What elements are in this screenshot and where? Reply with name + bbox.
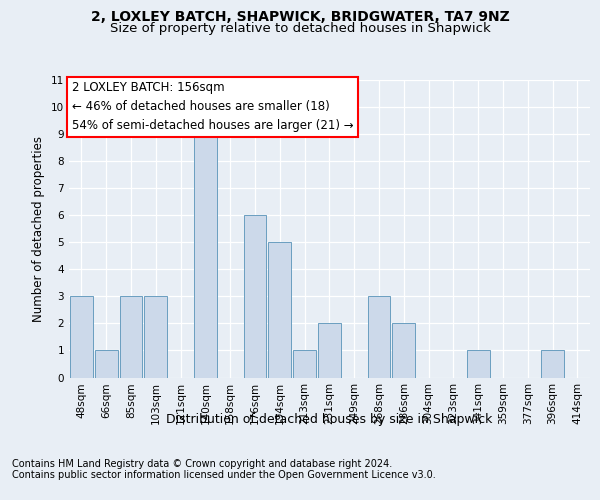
Bar — [541, 350, 564, 378]
Text: Distribution of detached houses by size in Shapwick: Distribution of detached houses by size … — [166, 412, 492, 426]
Bar — [268, 242, 291, 378]
Bar — [194, 134, 217, 378]
Text: 2, LOXLEY BATCH, SHAPWICK, BRIDGWATER, TA7 9NZ: 2, LOXLEY BATCH, SHAPWICK, BRIDGWATER, T… — [91, 10, 509, 24]
Bar — [368, 296, 391, 378]
Bar — [293, 350, 316, 378]
Bar — [392, 324, 415, 378]
Text: Size of property relative to detached houses in Shapwick: Size of property relative to detached ho… — [110, 22, 490, 35]
Bar — [70, 296, 93, 378]
Bar — [318, 324, 341, 378]
Bar — [467, 350, 490, 378]
Bar — [244, 215, 266, 378]
Text: Contains public sector information licensed under the Open Government Licence v3: Contains public sector information licen… — [12, 470, 436, 480]
Y-axis label: Number of detached properties: Number of detached properties — [32, 136, 46, 322]
Text: Contains HM Land Registry data © Crown copyright and database right 2024.: Contains HM Land Registry data © Crown c… — [12, 459, 392, 469]
Bar — [145, 296, 167, 378]
Text: 2 LOXLEY BATCH: 156sqm
← 46% of detached houses are smaller (18)
54% of semi-det: 2 LOXLEY BATCH: 156sqm ← 46% of detached… — [71, 82, 353, 132]
Bar — [95, 350, 118, 378]
Bar — [119, 296, 142, 378]
